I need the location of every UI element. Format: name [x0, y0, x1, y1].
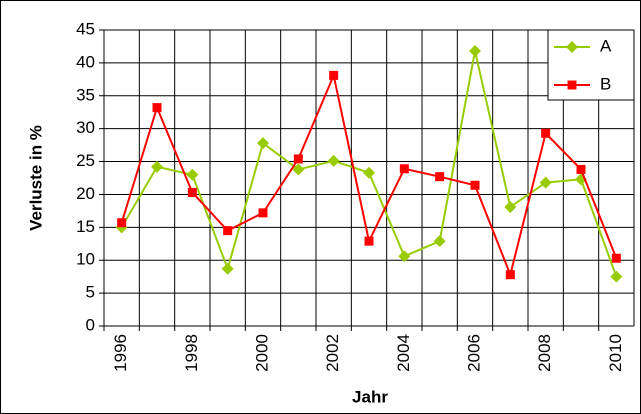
y-tick-label: 30	[76, 118, 95, 137]
point	[151, 160, 163, 173]
point	[433, 235, 446, 248]
x-tick-label: 2002	[323, 334, 342, 372]
point	[117, 218, 127, 228]
legend-box	[547, 29, 635, 101]
x-tick-label: 1996	[111, 334, 130, 372]
point	[541, 128, 551, 138]
point	[364, 236, 374, 246]
point	[469, 45, 481, 58]
point	[258, 208, 268, 218]
x-tick-label: 1998	[182, 334, 201, 372]
point	[576, 164, 586, 174]
point	[504, 200, 517, 213]
y-tick-label: 25	[76, 151, 95, 170]
legend-label: B	[600, 74, 611, 93]
point	[292, 163, 305, 176]
point	[610, 270, 623, 283]
point	[327, 154, 340, 167]
legend-label: A	[600, 36, 612, 55]
y-tick-label: 35	[76, 85, 95, 104]
point	[221, 262, 234, 275]
point	[152, 103, 162, 113]
x-tick-label: 2000	[252, 334, 271, 372]
x-tick-label: 2004	[394, 334, 413, 372]
x-tick-label: 2006	[464, 334, 483, 372]
point	[435, 172, 445, 182]
x-tick-label: 2008	[535, 334, 554, 372]
point	[363, 166, 375, 179]
point	[399, 164, 409, 174]
y-tick-label: 5	[86, 283, 95, 302]
point	[539, 176, 552, 189]
point	[470, 180, 480, 190]
point	[293, 154, 303, 164]
y-axis-title: Verluste in %	[26, 125, 45, 231]
y-tick-label: 0	[86, 315, 95, 334]
point	[398, 250, 411, 263]
y-tick-label: 10	[76, 250, 95, 269]
point	[329, 70, 339, 80]
legend-marker	[566, 41, 578, 53]
y-tick-label: 15	[76, 217, 95, 236]
point	[187, 187, 197, 197]
point	[257, 137, 269, 150]
x-axis-title: Jahr	[352, 387, 388, 406]
y-tick-label: 40	[76, 52, 95, 71]
point	[611, 253, 621, 263]
y-tick-label: 20	[76, 184, 95, 203]
point	[223, 226, 233, 236]
point	[505, 270, 515, 280]
x-tick-label: 2010	[606, 334, 625, 372]
y-tick-label: 45	[76, 19, 95, 38]
legend-marker	[567, 80, 577, 90]
point	[186, 168, 199, 181]
